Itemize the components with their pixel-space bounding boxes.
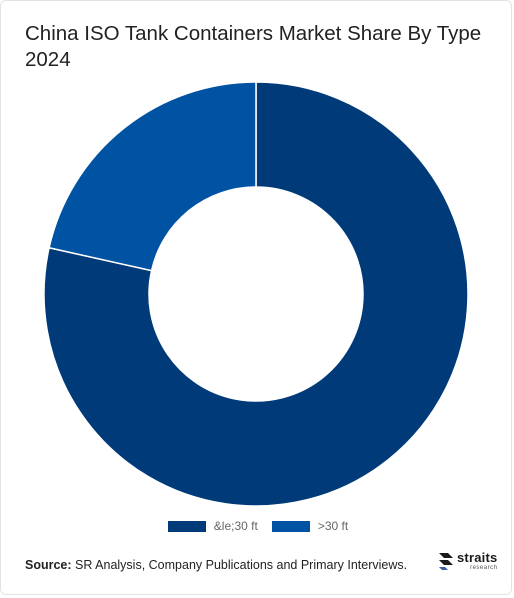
chart-title: China ISO Tank Containers Market Share B… [25, 22, 482, 71]
source-label: Source: [25, 558, 72, 572]
source-note: Source: SR Analysis, Company Publication… [25, 558, 407, 572]
logo-subtext: research [470, 565, 498, 571]
source-text: SR Analysis, Company Publications and Pr… [71, 558, 408, 572]
donut-slice-0[interactable] [43, 81, 469, 507]
legend-swatch-le-30ft [167, 520, 206, 532]
logo-wordmark: straits [457, 550, 498, 565]
legend-item-gt-30ft[interactable]: >30 ft [271, 519, 349, 533]
legend-label-le-30ft: &le;30 ft [213, 519, 258, 533]
legend-item-le-30ft[interactable]: &le;30 ft [167, 519, 258, 533]
legend-swatch-gt-30ft [271, 520, 310, 532]
chart-legend: &le;30 ft >30 ft [1, 519, 514, 533]
straits-logo: straits research [437, 551, 497, 571]
straits-arrow-logo-icon [439, 553, 453, 570]
legend-label-gt-30ft: >30 ft [317, 519, 349, 533]
donut-slice-1[interactable] [48, 81, 257, 272]
